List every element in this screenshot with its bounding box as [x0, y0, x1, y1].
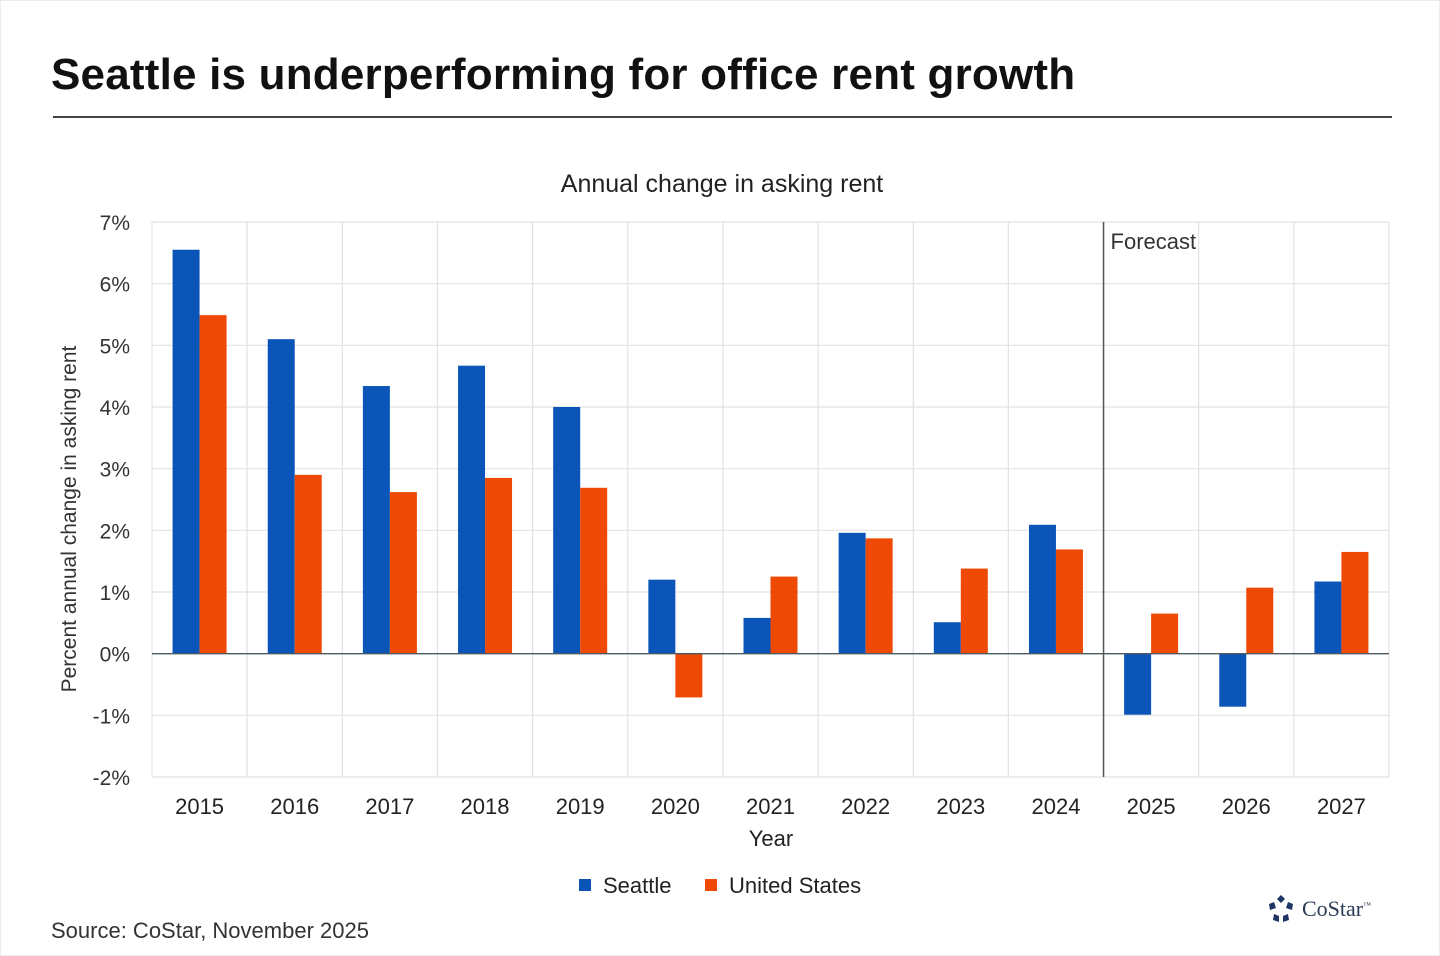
x-tick-labels: 2015 2016 2017 2018 2019 2020 2021 2022 2023 2024… [175, 794, 1366, 819]
bar-seattle-2016 [267, 339, 295, 654]
bar-seattle-2021 [743, 617, 771, 654]
costar-logo: CoStar™ [1266, 894, 1371, 924]
bar-united-states-2016 [294, 474, 322, 654]
x-tick-label: 2015 [175, 794, 224, 819]
annotations: Forecast [1102, 222, 1197, 777]
legend-swatch-seattle [579, 879, 591, 891]
y-tick-label: -1% [93, 705, 130, 728]
x-tick-label: 2026 [1222, 794, 1271, 819]
bar-united-states-2023 [960, 568, 988, 654]
bar-united-states-2026 [1246, 587, 1274, 654]
headline-rule [53, 116, 1392, 118]
y-tick-label: 4% [100, 397, 130, 420]
x-tick-label: 2024 [1031, 794, 1080, 819]
y-tick-label: 0% [100, 644, 130, 667]
bar-united-states-2018 [485, 477, 513, 654]
y-tick-label: 1% [100, 582, 130, 605]
bar-united-states-2017 [389, 492, 417, 654]
bar-united-states-2022 [865, 538, 893, 654]
y-tick-label: -2% [93, 767, 130, 790]
x-tick-label: 2027 [1317, 794, 1366, 819]
y-tick-labels: -2% -1% 0% 1% 2% 3% 4% 5% 6% 7% [93, 212, 130, 790]
y-axis-label: Percent annual change in asking rent [58, 345, 81, 692]
x-tick-label: 2021 [746, 794, 795, 819]
bar-united-states-2025 [1151, 613, 1179, 654]
bar-seattle-2019 [553, 407, 581, 654]
bar-seattle-2022 [838, 532, 866, 654]
x-tick-label: 2025 [1127, 794, 1176, 819]
headline: Seattle is underperforming for office re… [51, 50, 1076, 99]
y-tick-label: 7% [100, 212, 130, 235]
x-tick-label: 2022 [841, 794, 890, 819]
bar-seattle-2026 [1219, 653, 1247, 707]
y-tick-label: 2% [100, 520, 130, 543]
bar-seattle-2015 [172, 249, 200, 654]
bar-united-states-2021 [770, 576, 798, 654]
legend-label-united-states: United States [729, 873, 861, 898]
bar-seattle-2017 [362, 386, 390, 654]
x-tick-label: 2016 [270, 794, 319, 819]
bar-seattle-2024 [1028, 524, 1056, 654]
bar-seattle-2020 [648, 579, 676, 654]
x-tick-label: 2023 [936, 794, 985, 819]
bar-united-states-2015 [199, 315, 227, 654]
bar-seattle-2023 [933, 622, 961, 654]
legend-swatch-united-states [705, 879, 717, 891]
costar-wordmark: CoStar [1302, 896, 1364, 921]
bar-seattle-2027 [1314, 581, 1342, 654]
y-tick-label: 3% [100, 459, 130, 482]
x-tick-label: 2018 [461, 794, 510, 819]
legend-label-seattle: Seattle [603, 873, 672, 898]
forecast-label: Forecast [1111, 229, 1197, 254]
legend: Seattle United States [579, 873, 861, 898]
bars [152, 249, 1389, 715]
y-tick-label: 6% [100, 274, 130, 297]
x-tick-label: 2017 [365, 794, 414, 819]
x-tick-label: 2020 [651, 794, 700, 819]
bar-united-states-2020 [675, 653, 703, 698]
gridlines [151, 221, 1390, 778]
source-note: Source: CoStar, November 2025 [51, 918, 369, 943]
bar-united-states-2027 [1341, 551, 1369, 654]
x-tick-label: 2019 [556, 794, 605, 819]
bar-seattle-2018 [458, 365, 486, 654]
bar-seattle-2025 [1124, 653, 1152, 715]
x-axis-label: Year [749, 826, 793, 851]
y-tick-label: 5% [100, 335, 130, 358]
bar-united-states-2024 [1055, 549, 1083, 654]
bar-united-states-2019 [580, 487, 608, 654]
costar-logo-text: CoStar™ [1302, 896, 1371, 922]
chart-title: Annual change in asking rent [561, 170, 884, 198]
trademark-mark: ™ [1363, 900, 1371, 910]
costar-star-icon [1269, 895, 1293, 922]
